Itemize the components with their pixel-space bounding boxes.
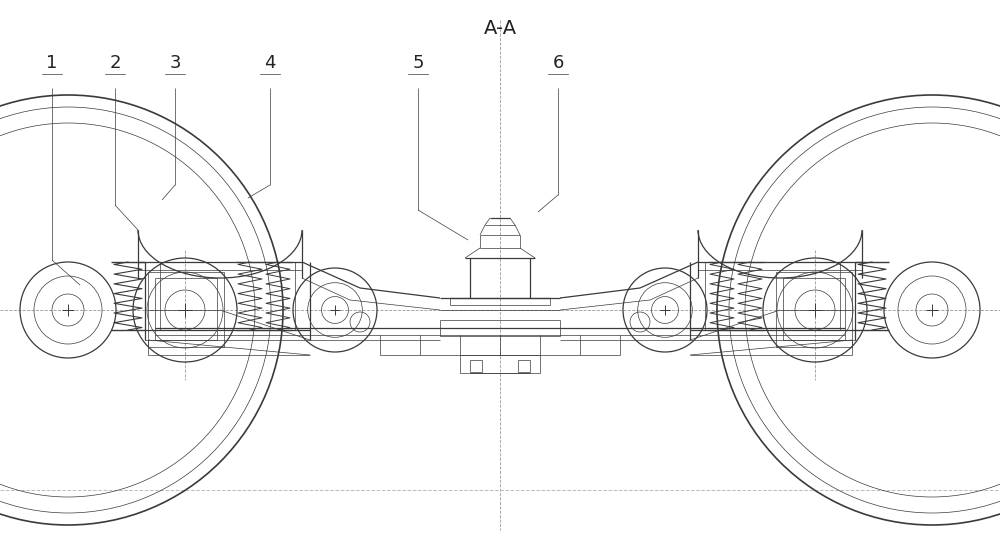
Bar — [148, 272, 224, 347]
Text: A-A: A-A — [483, 18, 517, 37]
Bar — [460, 355, 540, 373]
Bar — [518, 360, 530, 372]
Text: 2: 2 — [109, 54, 121, 72]
Text: 5: 5 — [412, 54, 424, 72]
Text: 1: 1 — [46, 54, 58, 72]
Bar — [440, 320, 560, 336]
Text: 6: 6 — [552, 54, 564, 72]
Text: 4: 4 — [264, 54, 276, 72]
Bar — [783, 278, 845, 340]
Bar — [155, 278, 217, 340]
Bar — [470, 360, 482, 372]
Text: 3: 3 — [169, 54, 181, 72]
Bar — [776, 272, 852, 347]
